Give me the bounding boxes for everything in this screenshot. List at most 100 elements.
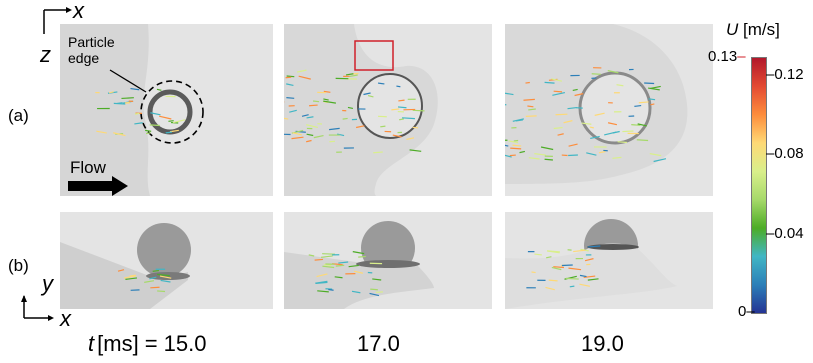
panel-b-t17	[284, 212, 492, 309]
velocity-vector	[369, 292, 380, 297]
velocity-vector	[590, 135, 600, 140]
velocity-vector	[508, 140, 519, 144]
velocity-vector	[306, 116, 314, 119]
particle-edge-label: Particle edge	[68, 34, 115, 66]
velocity-vector	[375, 291, 383, 293]
bottom-x-axis-letter: x	[60, 306, 71, 331]
time-unit: [ms] =	[97, 331, 158, 356]
velocity-vector	[314, 258, 324, 261]
velocity-vector	[96, 130, 107, 134]
colorbar-symbol: U	[726, 20, 739, 39]
velocity-vector	[352, 251, 365, 255]
velocity-vector	[634, 104, 642, 107]
velocity-vector	[568, 267, 582, 271]
velocity-vector	[157, 273, 170, 277]
velocity-vector	[581, 122, 592, 125]
velocity-vector	[587, 278, 599, 281]
velocity-vector	[156, 88, 162, 91]
velocity-vector	[561, 264, 573, 267]
velocity-vector	[347, 106, 354, 110]
colorbar-title: U [m/s]	[726, 20, 780, 40]
panel-a-t15-field	[60, 24, 204, 196]
velocity-vector	[312, 100, 320, 103]
velocity-vector	[313, 134, 324, 139]
velocity-vector	[653, 158, 667, 163]
velocity-vector	[373, 151, 383, 154]
velocity-vector	[296, 69, 307, 73]
velocity-vector	[551, 266, 562, 271]
velocity-vector	[622, 130, 634, 133]
flow-label: Flow	[70, 158, 106, 177]
row-label-a: (a)	[8, 106, 29, 125]
velocity-vector	[648, 98, 656, 101]
velocity-vector	[144, 280, 155, 283]
velocity-vector	[329, 127, 340, 131]
velocity-vector	[557, 133, 564, 136]
velocity-vector	[338, 261, 349, 264]
panel-b-t17-field	[284, 221, 434, 309]
velocity-vector	[637, 123, 647, 127]
velocity-vector	[409, 149, 422, 152]
velocity-vector	[358, 255, 366, 258]
velocity-vector	[531, 271, 536, 274]
velocity-vector	[544, 81, 555, 84]
velocity-vector	[648, 87, 660, 91]
velocity-vector	[546, 250, 560, 253]
velocity-vector	[534, 153, 546, 156]
velocity-vector	[125, 277, 138, 280]
velocity-vector	[583, 275, 596, 279]
velocity-vector	[289, 109, 297, 113]
velocity-vector	[567, 106, 577, 110]
velocity-vector	[380, 125, 386, 128]
velocity-vector	[298, 75, 311, 80]
velocity-vector	[631, 124, 641, 126]
velocity-vector	[108, 91, 114, 94]
velocity-vector	[572, 88, 578, 92]
velocity-vector	[649, 153, 662, 157]
velocity-vector	[617, 141, 628, 144]
velocity-vector	[569, 285, 575, 288]
colorbar-tick-012-text: 0.12	[774, 66, 804, 83]
velocity-vector	[286, 75, 295, 78]
colorbar-max-text: 0.13	[708, 48, 738, 65]
velocity-vector	[552, 91, 566, 96]
velocity-vector	[406, 137, 415, 141]
velocity-vector	[165, 131, 172, 134]
velocity-vector	[285, 76, 292, 79]
velocity-vector	[545, 286, 555, 291]
velocity-vector	[574, 93, 584, 97]
velocity-vector	[353, 270, 363, 274]
velocity-vector	[399, 118, 404, 121]
velocity-vector	[134, 122, 143, 125]
colorbar-tick-012: –0.12	[766, 66, 804, 83]
velocity-vector	[351, 290, 361, 294]
velocity-vector	[525, 115, 537, 117]
velocity-vector	[589, 126, 594, 129]
time-value-1: 15.0	[163, 331, 207, 356]
velocity-vector	[157, 290, 166, 293]
velocity-vector	[149, 124, 160, 127]
velocity-vector	[316, 273, 328, 278]
velocity-vector	[594, 112, 605, 116]
colorbar-min-text: 0	[738, 303, 747, 320]
velocity-vector	[121, 97, 134, 100]
velocity-vector	[159, 275, 172, 279]
velocity-vector	[553, 90, 563, 93]
velocity-vector	[320, 255, 333, 258]
velocity-vector	[349, 74, 358, 78]
particle-edge-line-1: Particle	[68, 34, 115, 50]
velocity-vector	[363, 92, 371, 96]
velocity-vector	[328, 288, 334, 291]
panel-b-t15	[60, 212, 273, 309]
velocity-vector	[113, 132, 126, 137]
velocity-vector	[169, 129, 179, 133]
velocity-vector	[150, 112, 161, 116]
bottom-axes-arrows	[21, 295, 54, 321]
velocity-vector	[377, 82, 385, 85]
velocity-vector	[129, 274, 136, 277]
velocity-vector	[505, 144, 509, 147]
velocity-vector	[528, 108, 536, 111]
velocity-vector	[636, 139, 649, 142]
velocity-vector	[337, 133, 345, 137]
velocity-vector	[117, 269, 125, 272]
